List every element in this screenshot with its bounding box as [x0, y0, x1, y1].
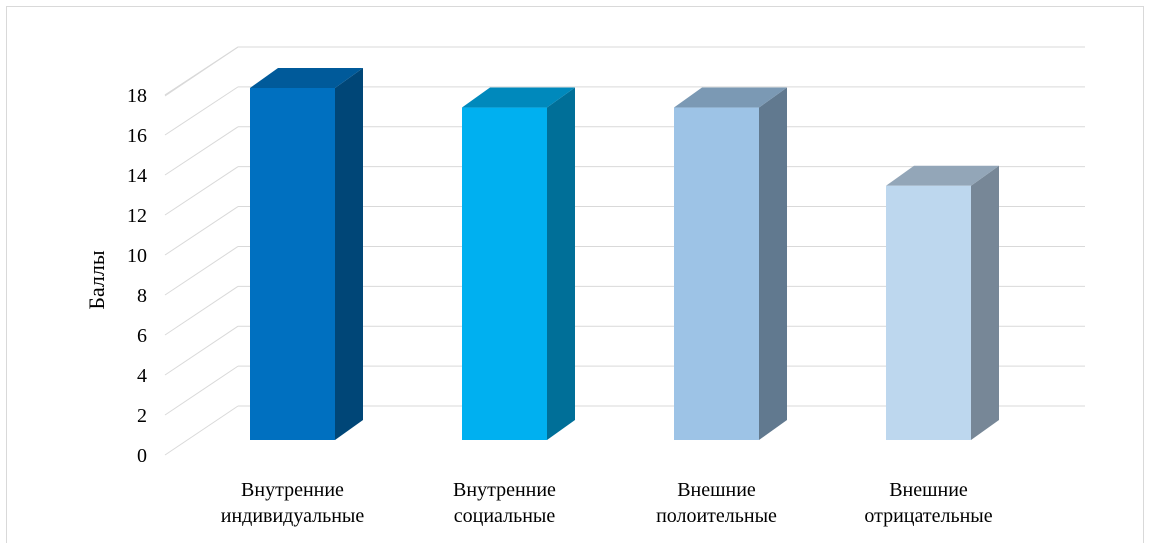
bar: [250, 68, 363, 440]
bar-side: [335, 68, 363, 440]
gridline-diagonal: [164, 46, 239, 97]
gridline-diagonal: [164, 246, 239, 296]
gridline-diagonal: [164, 325, 239, 376]
bar-front: [886, 185, 971, 440]
x-tick-label: социальные: [454, 505, 556, 527]
gridline-diagonal: [164, 206, 239, 256]
x-tick-label: Внутренние: [453, 479, 556, 501]
x-tick-label: Внутренние: [241, 479, 344, 501]
gridline-diagonal: [164, 405, 239, 456]
bar-front: [674, 107, 759, 441]
gridline-diagonal: [164, 285, 239, 336]
bar-front: [250, 88, 335, 440]
bar-front: [462, 107, 547, 441]
bar: [886, 165, 999, 440]
y-tick-label: 2: [137, 405, 147, 427]
bar-side: [759, 87, 787, 441]
bar-top: [886, 165, 999, 186]
x-tick-label: отрицательные: [864, 505, 992, 527]
x-axis-categories: Внутренние индивидуальные Внутренние социал…: [221, 479, 993, 527]
y-tick-label: 10: [127, 245, 147, 267]
y-tick-label: 0: [137, 445, 147, 467]
gridline-diagonal: [164, 365, 239, 416]
bar-top: [674, 87, 787, 108]
x-tick-label: полоительные: [656, 505, 777, 527]
y-axis-ticks: 0 2 4 6 8 10 12 14 16 18: [127, 85, 147, 467]
bar-side: [971, 165, 999, 440]
gridline-diagonal: [164, 126, 239, 176]
y-tick-label: 8: [137, 285, 147, 307]
bar: [674, 87, 787, 441]
bar-side: [547, 87, 575, 441]
bar-top: [250, 68, 363, 88]
y-tick-label: 16: [127, 125, 147, 147]
y-tick-label: 14: [127, 165, 147, 187]
y-tick-label: 18: [127, 85, 147, 107]
y-tick-label: 4: [137, 365, 147, 387]
y-axis-label: Баллы: [84, 250, 109, 310]
gridline-diagonal: [164, 166, 239, 216]
x-tick-label: индивидуальные: [221, 505, 365, 527]
y-tick-label: 12: [127, 205, 147, 227]
x-tick-label: Внешние: [889, 479, 968, 501]
bar: [462, 87, 575, 441]
gridline-diagonal: [164, 86, 239, 136]
y-tick-label: 6: [137, 325, 147, 347]
bar-top: [462, 87, 575, 108]
bars: [250, 68, 999, 441]
x-tick-label: Внешние: [677, 479, 756, 501]
